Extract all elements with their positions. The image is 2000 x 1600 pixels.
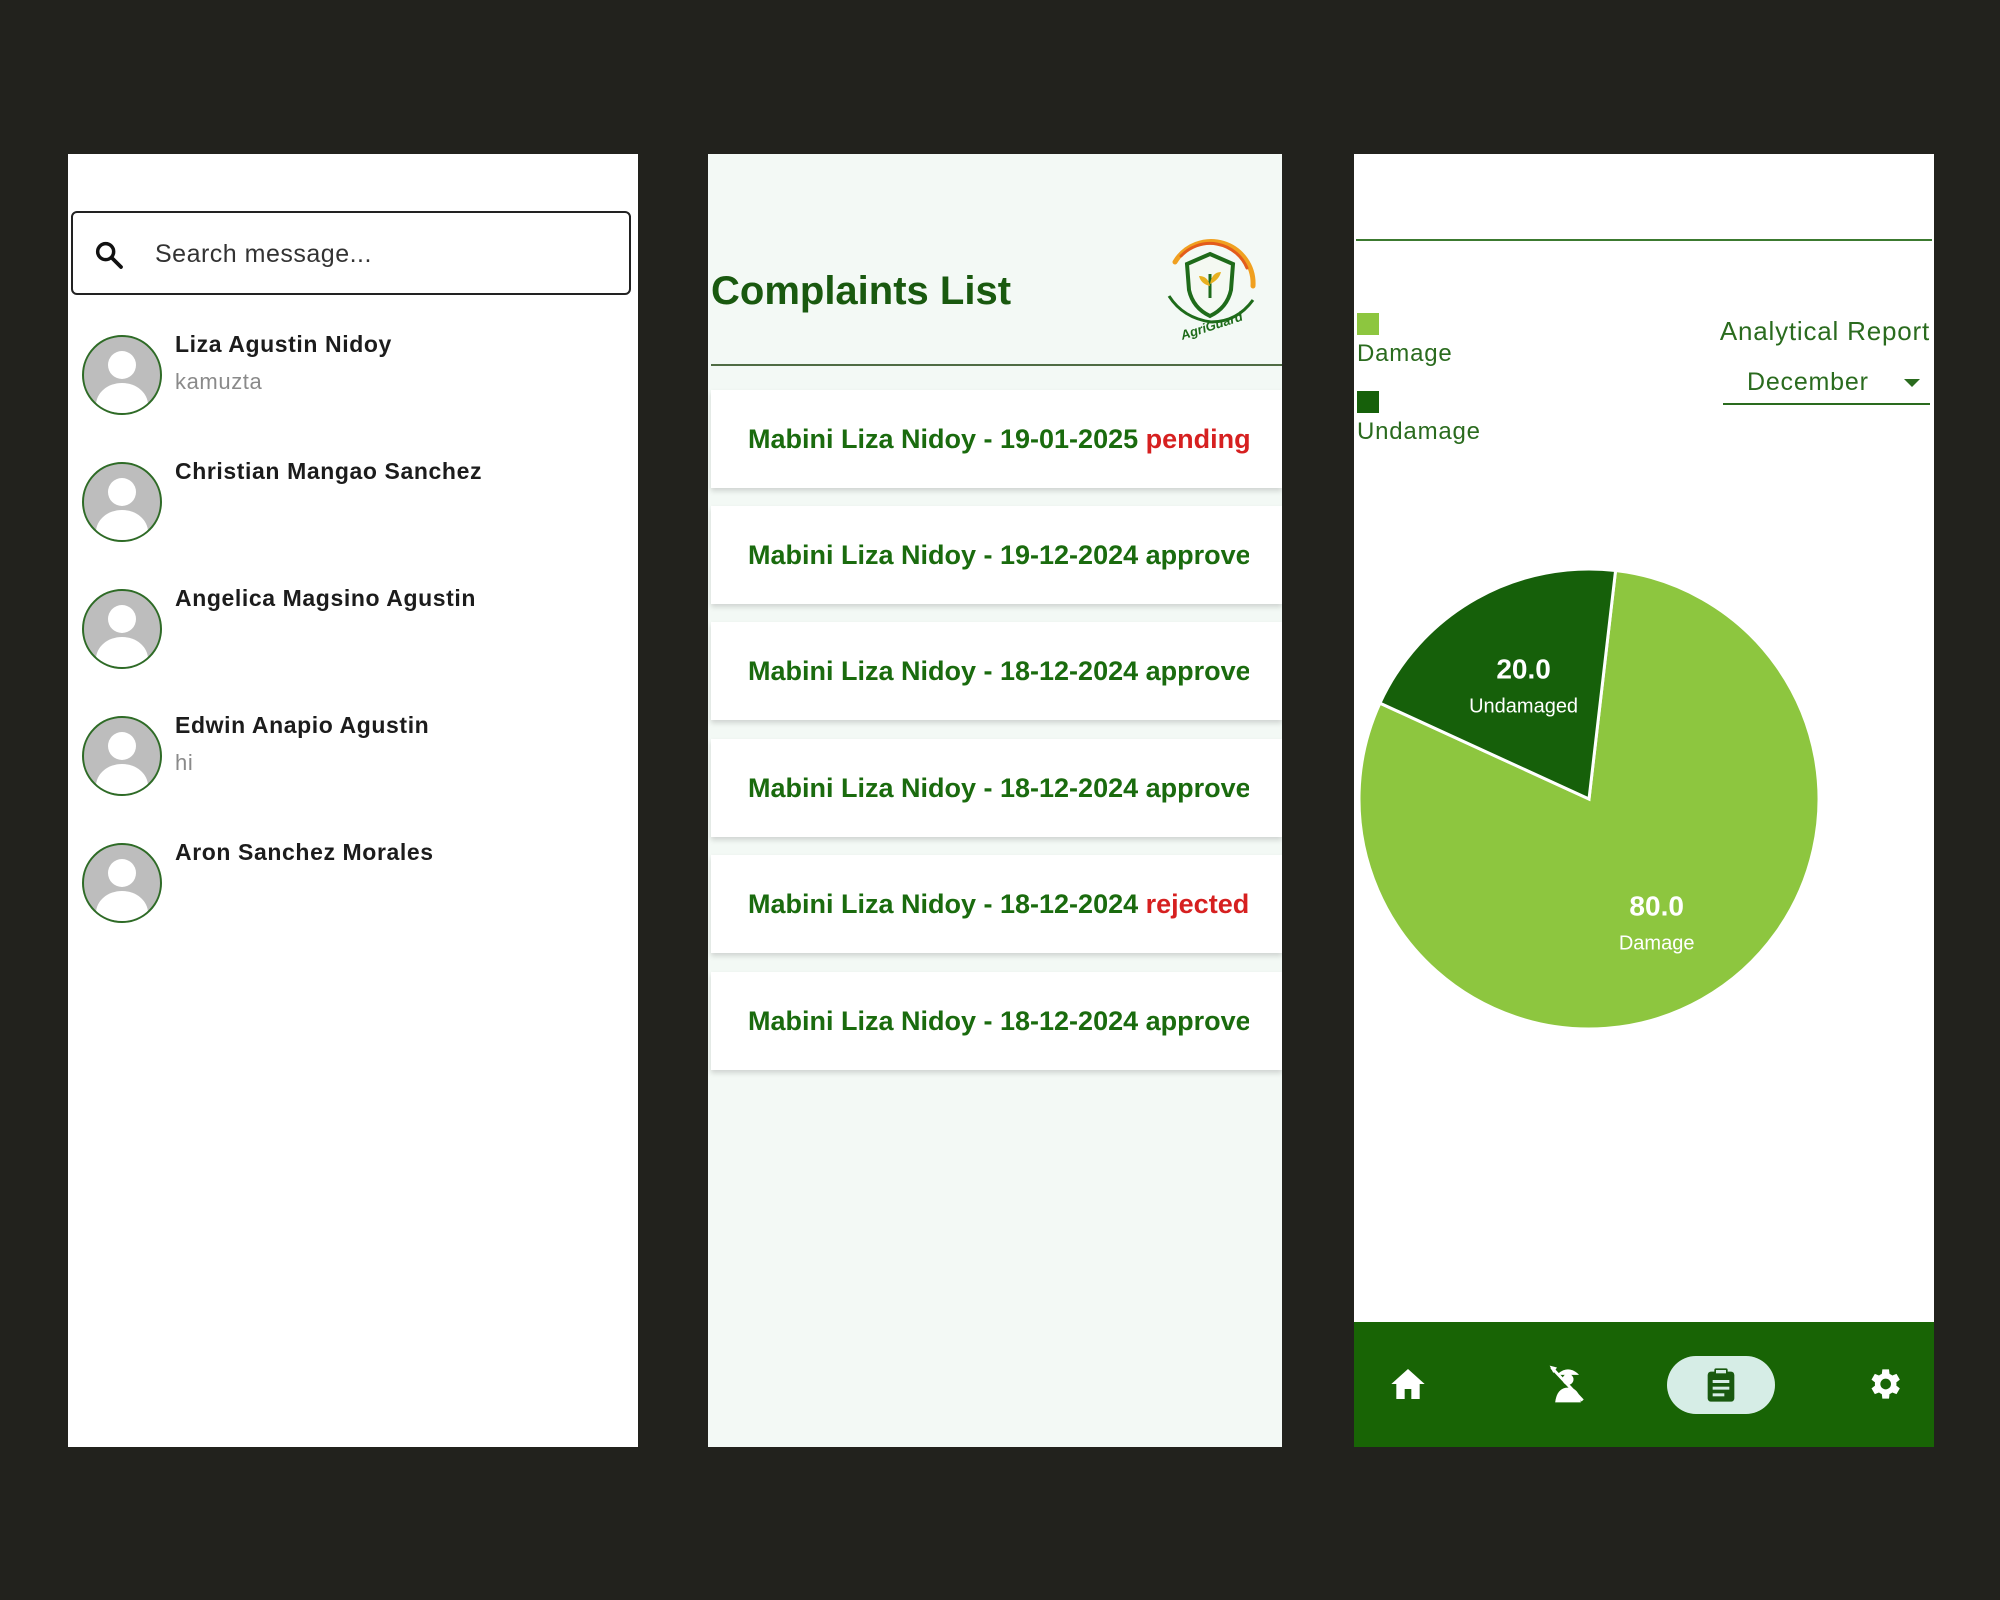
complaint-item[interactable]: Mabini Liza Nidoy - 18-12-2024 approved <box>711 739 1282 837</box>
complaint-status: pending <box>1145 424 1249 454</box>
month-dropdown[interactable]: December <box>1723 361 1930 405</box>
complaint-status: approved <box>1145 1006 1249 1036</box>
messages-screen: Liza Agustin Nidoy kamuzta Christian Man… <box>68 154 638 1447</box>
pie-slice-undamaged <box>1377 567 1618 802</box>
avatar <box>82 716 162 796</box>
title-divider <box>711 364 1282 366</box>
report-screen: Damage Undamage Analytical Report Decemb… <box>1354 154 1934 1447</box>
header-divider <box>1356 239 1932 241</box>
contact-name: Liza Agustin Nidoy <box>175 331 392 357</box>
contact-item[interactable]: Aron Sanchez Morales <box>68 837 638 937</box>
pie-category-label: Damage <box>1619 932 1695 954</box>
contact-item[interactable]: Liza Agustin Nidoy kamuzta <box>68 329 638 429</box>
complaint-label: Mabini Liza Nidoy - 18-12-2024 <box>748 773 1139 803</box>
search-bar[interactable] <box>71 211 631 295</box>
contact-item[interactable]: Christian Mangao Sanchez <box>68 456 638 556</box>
complaint-label: Mabini Liza Nidoy - 19-12-2024 <box>748 540 1139 570</box>
page-title: Complaints List <box>711 269 1012 313</box>
contact-name: Christian Mangao Sanchez <box>175 458 483 484</box>
complaint-status: approved <box>1145 656 1249 686</box>
search-input[interactable] <box>153 231 597 277</box>
complaint-item[interactable]: Mabini Liza Nidoy - 19-12-2024 approved <box>711 506 1282 604</box>
contact-name: Angelica Magsino Agustin <box>175 585 477 611</box>
complaint-label: Mabini Liza Nidoy - 18-12-2024 <box>748 889 1139 919</box>
complaints-screen: Complaints List AgriGuard Mabini Liza Ni… <box>708 154 1282 1447</box>
complaint-label: Mabini Liza Nidoy - 19-01-2025 <box>748 424 1139 454</box>
avatar <box>82 462 162 542</box>
farmer-icon <box>1549 1365 1584 1403</box>
contact-item[interactable]: Edwin Anapio Agustin hi <box>68 710 638 810</box>
avatar <box>82 843 162 923</box>
legend-swatch-damage <box>1357 313 1379 335</box>
pie-category-label: Undamaged <box>1469 696 1578 718</box>
complaint-label: Mabini Liza Nidoy - 18-12-2024 <box>748 1006 1139 1036</box>
report-title: Analytical Report <box>1719 316 1930 346</box>
avatar <box>82 589 162 669</box>
contact-name: Aron Sanchez Morales <box>175 839 434 865</box>
month-value: December <box>1747 368 1869 396</box>
complaint-status: approved <box>1145 773 1249 803</box>
clipboard-icon <box>1707 1368 1735 1402</box>
search-icon <box>95 241 123 269</box>
home-icon <box>1391 1369 1425 1399</box>
contact-name: Edwin Anapio Agustin <box>175 712 430 738</box>
complaint-item[interactable]: Mabini Liza Nidoy - 19-01-2025 pending <box>711 390 1282 488</box>
complaint-label: Mabini Liza Nidoy - 18-12-2024 <box>748 656 1139 686</box>
nav-home[interactable] <box>1380 1356 1436 1412</box>
complaint-status: rejected <box>1145 889 1249 919</box>
contact-last-message: kamuzta <box>175 369 263 394</box>
contact-last-message: hi <box>175 750 194 775</box>
pie-value-label: 80.0 <box>1629 890 1684 921</box>
avatar <box>82 335 162 415</box>
bottom-nav <box>1354 1322 1934 1447</box>
complaint-item[interactable]: Mabini Liza Nidoy - 18-12-2024 approved <box>711 622 1282 720</box>
complaint-item[interactable]: Mabini Liza Nidoy - 18-12-2024 rejected <box>711 855 1282 953</box>
nav-settings[interactable] <box>1856 1356 1912 1412</box>
legend-swatch-undamage <box>1357 391 1379 413</box>
legend-label-damage: Damage <box>1357 340 1453 367</box>
complaint-item[interactable]: Mabini Liza Nidoy - 18-12-2024 approved <box>711 972 1282 1070</box>
legend-label-undamage: Undamage <box>1357 418 1481 445</box>
complaint-status: approved <box>1145 540 1249 570</box>
contact-item[interactable]: Angelica Magsino Agustin <box>68 583 638 683</box>
chevron-down-icon <box>1904 379 1920 387</box>
nav-farmers[interactable] <box>1540 1356 1596 1412</box>
gear-icon <box>1871 1369 1900 1399</box>
pie-chart: 80.0 Damage 20.0 Undamaged <box>1357 567 1821 1031</box>
nav-reports[interactable] <box>1667 1356 1775 1414</box>
pie-value-label: 20.0 <box>1496 654 1551 685</box>
agriguard-logo: AgriGuard <box>1167 239 1256 343</box>
